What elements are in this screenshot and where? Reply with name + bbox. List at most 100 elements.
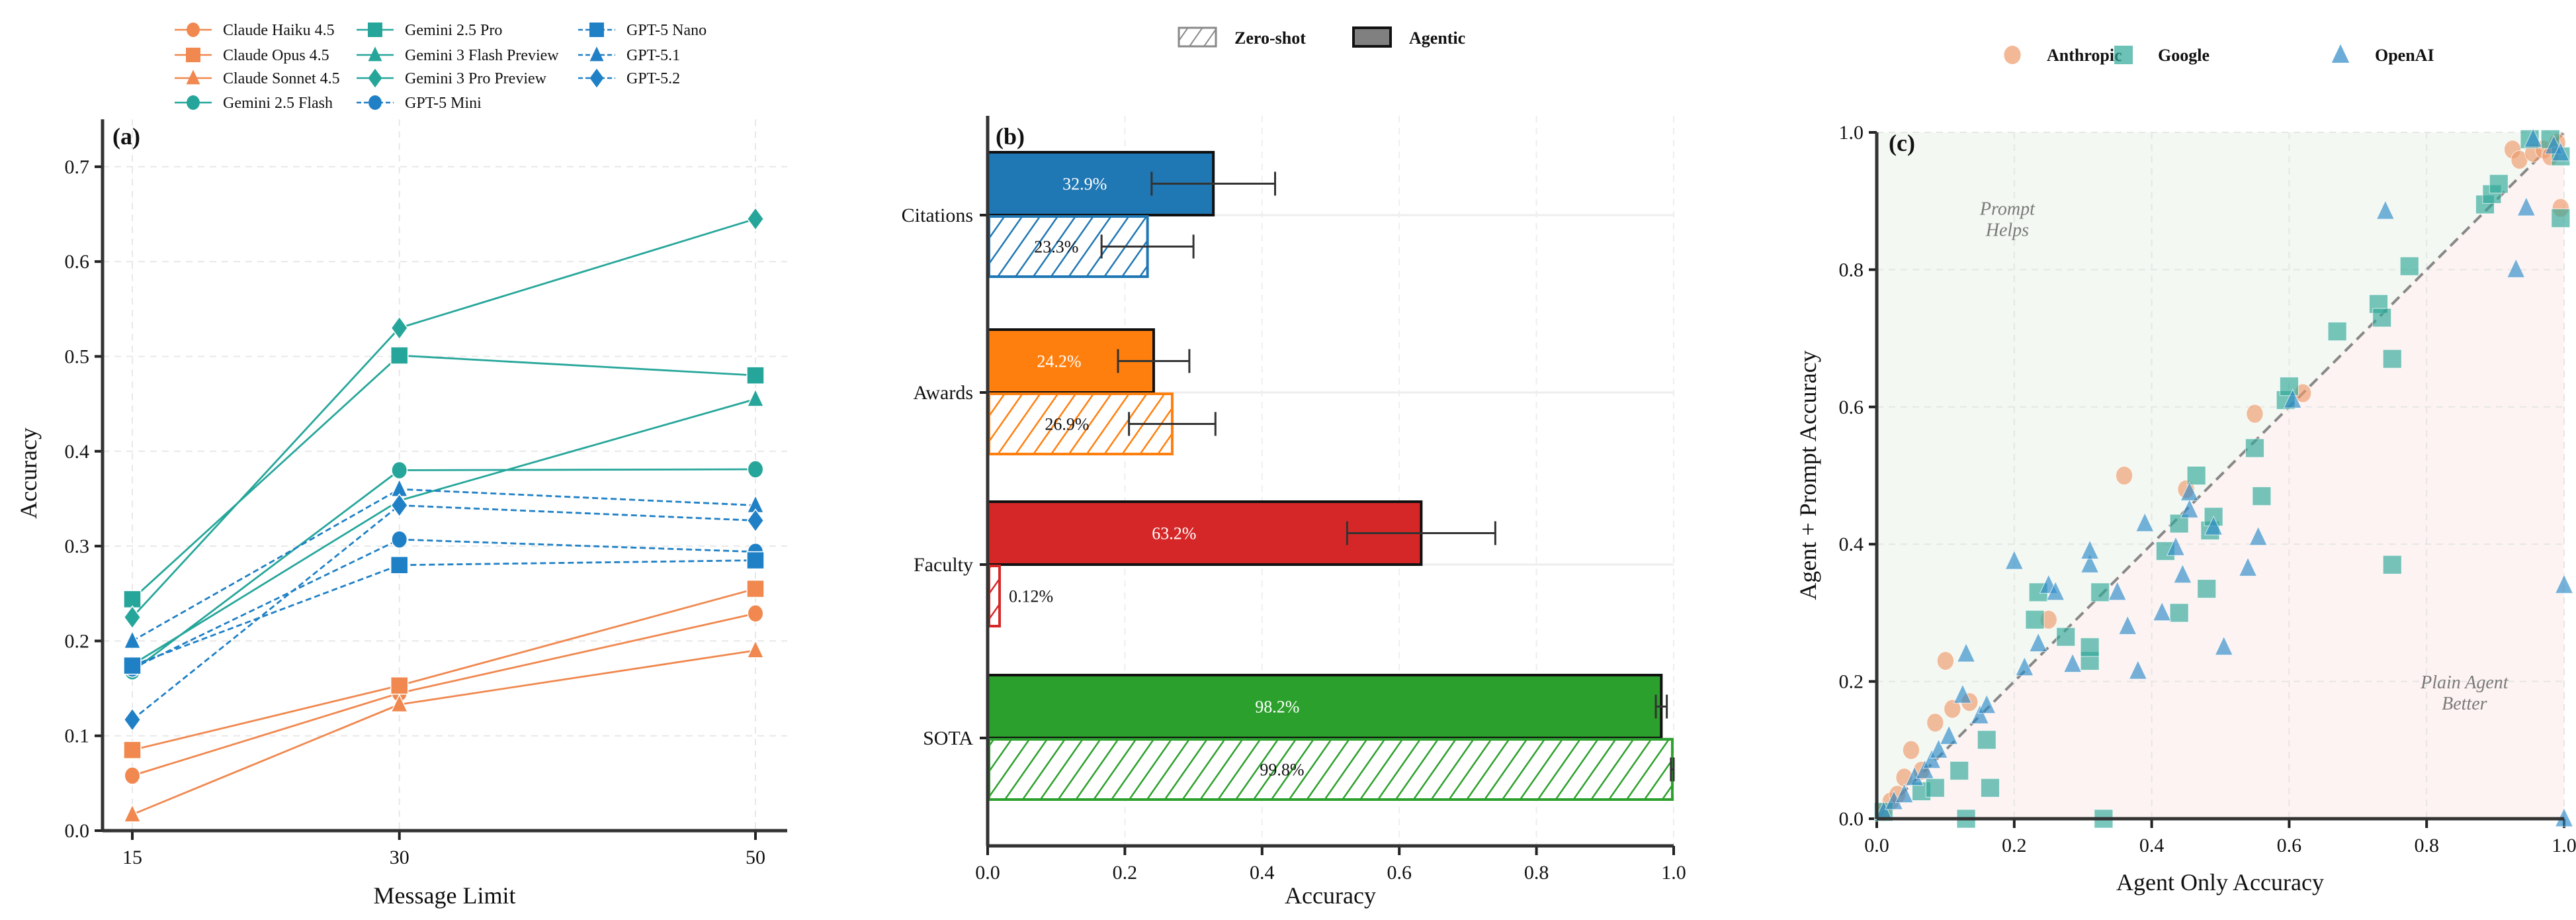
panel-c-data-point [1956,642,1976,663]
panel-c-data-point [2524,128,2543,148]
panel-a-data-point [124,766,141,785]
panel-c-data-point [2507,258,2526,278]
panel-a-legend-label: Gemini 2.5 Pro [405,22,502,39]
panel-c-data-point [1925,778,1945,798]
panel-c-data-point [2029,632,2048,652]
panel-b-category-label: SOTA [923,727,973,749]
panel-c-data-point [2080,553,2100,573]
panel-a-series-gemini-3-flash-preview [123,388,765,673]
panel-c-x-tick-label: 0.0 [1864,835,1889,856]
panel-b-x-tick-label: 0.0 [975,862,1000,884]
panel-c-data-point [2204,516,2223,535]
panel-a-data-point [746,639,765,659]
panel-c-data-point [2186,466,2206,485]
panel-c-data-point [2554,574,2574,594]
panel-c-data-point [2516,196,2536,216]
panel-c-data-point [2090,582,2110,602]
panel-c-legend-label: Google [2158,46,2210,65]
panel-c-data-point [2118,615,2137,635]
panel-a-legend-marker [368,68,382,88]
panel-c-data-point [2376,199,2395,220]
panel-c-data-point [2246,404,2264,424]
panel-a-series-claude-opus-4-5 [123,579,765,759]
panel-c-data-point [2197,579,2217,599]
annotation-line: Helps [1985,220,2029,240]
panel-a-data-point [746,508,765,533]
panel-a-data-point [123,629,142,649]
panel-b-category-label: Awards [913,382,973,404]
panel-c-data-point [1902,740,1920,760]
panel-c-data-point [2115,466,2133,485]
panel-c-data-point [2080,637,2100,657]
panel-a-legend-item: Gemini 2.5 Flash [175,95,333,112]
panel-a-data-point [746,579,765,598]
panel-c-data-point [1926,713,1944,733]
panel-c-data-point [2180,498,2199,518]
annotation-line: Better [2442,694,2487,714]
panel-a-data-point [746,207,765,231]
panel-a-data-point [390,346,409,365]
panel-a-legend-marker [186,48,200,62]
panel-b-bar-value-label: 0.12% [1009,587,1053,606]
panel-c-data-point [2080,539,2100,559]
panel-a-series-gemini-2-5-pro [123,346,765,609]
panel-b-category-label: Faculty [914,554,973,576]
panel-c-data-point [2551,141,2570,161]
panel-c-series-google [1873,129,2571,829]
panel-a-legend-marker [187,23,200,37]
panel-b-bar-value-label: 26.9% [1045,415,1089,434]
panel-a-y-tick-label: 0.4 [65,441,90,463]
panel-a-series-line [132,649,756,815]
panel-b-bar-value-label: 24.2% [1037,352,1081,371]
panel-a-data-point [390,676,409,695]
panel-b-x-tick-label: 0.4 [1250,862,1275,884]
panel-a-data-point [391,530,408,549]
panel-c-x-tick-label: 0.2 [2002,835,2027,856]
panel-c-y-axis-label: Agent + Prompt Accuracy [1795,350,1821,600]
panel-c-legend-marker [2331,44,2350,63]
panel-a-data-point [123,708,142,732]
panel-b-bar-faculty-zero-shot: 0.12% [988,565,1053,627]
panel-b-legend-swatch-solid [1352,26,1392,48]
panel-c-data-point [1977,694,1996,714]
panel-c-y-tick-label: 0.6 [1839,396,1864,418]
panel-c-data-point [2128,659,2147,680]
panel-b-legend-agentic: Agentic [1352,26,1465,48]
panel-c-x-axis-label: Agent Only Accuracy [2116,869,2324,896]
panel-a-series-gemini-3-pro-preview [123,207,765,629]
panel-c-y-tick-label: 0.8 [1839,259,1864,281]
panel-c-data-point [2155,541,2175,561]
panel-c-x-tick-label: 1.0 [2552,835,2576,856]
panel-b-bar-sota-zero-shot: 99.8% [988,738,1675,801]
panel-b-x-axis-label: Accuracy [1285,882,1376,909]
panel-c-legend-marker [2004,46,2021,64]
panel-c-data-point [2169,603,2189,623]
panel-a-legend-item: Gemini 3 Flash Preview [357,46,559,64]
panel-c-legend-label: OpenAI [2375,46,2434,65]
panel-a-legend-marker [589,68,604,88]
panel-c-legend-item: OpenAI [2331,44,2434,65]
panel-a-series-line [132,612,756,777]
panel-a-x-axis-label: Message Limit [374,882,516,909]
panel-b-legend-label: Zero-shot [1234,28,1306,48]
panel-c-data-point [2249,526,2268,546]
panel-a-series-line [132,588,756,751]
panel-a-series-line [132,504,756,721]
panel-a-data-point [746,388,765,407]
panel-a-series-gpt-5-nano [123,551,765,675]
panel-c-data-point [2046,580,2065,601]
panel-a-legend-label: GPT-5.2 [626,70,680,87]
panel-c-data-point [2238,557,2258,576]
panel-a-data-point [123,656,142,675]
panel-a-y-tick-label: 0.0 [65,820,90,842]
panel-b-bar-chart: (b) Accuracy 0.0 0.2 0.4 0.6 0.8 1.0 Citations… [902,26,1686,909]
panel-c-y-tick-label: 0.0 [1839,808,1864,830]
panel-c-legend-label: Anthropic [2047,46,2122,65]
panel-c-x-tick-label: 0.4 [2139,835,2165,856]
panel-c-data-point [2153,601,2172,621]
panel-a-x-tick-label: 30 [390,847,409,868]
panel-a-data-point [746,366,765,385]
panel-b-bar [986,674,1663,739]
panel-c-x-tick-label: 0.8 [2414,835,2439,856]
